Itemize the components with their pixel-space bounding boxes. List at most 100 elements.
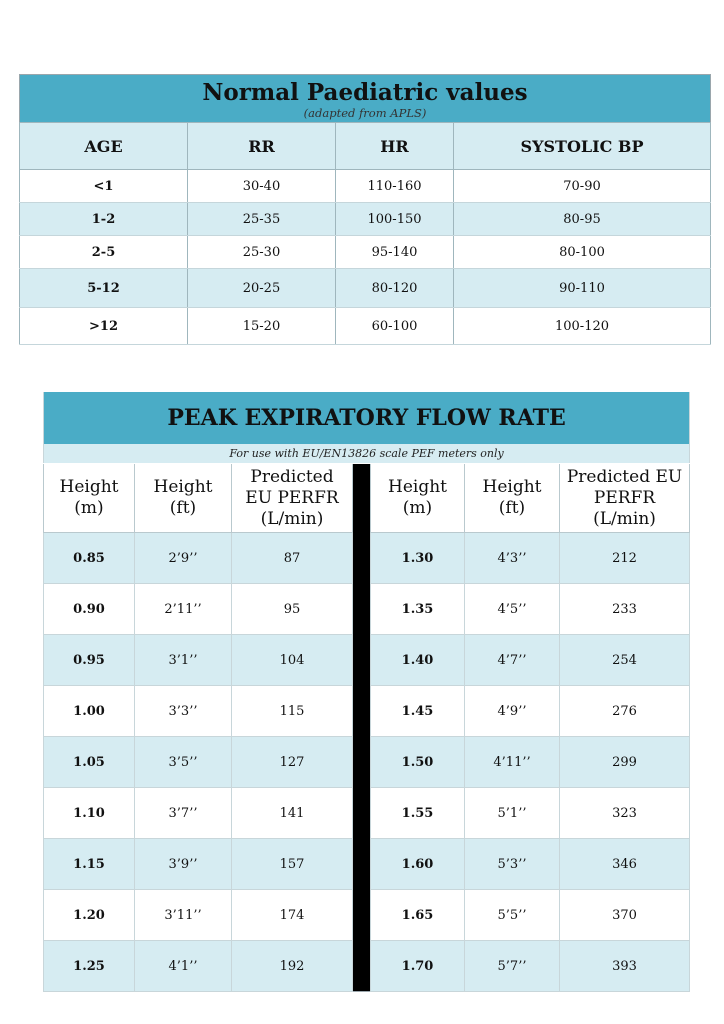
bp-cell: 100-120 — [452, 307, 712, 345]
table-row: 1.25 4’1’’ 192 1.70 5’7’’ 393 — [43, 940, 691, 992]
header-height-ft: Height (ft) — [464, 463, 560, 533]
height-m-cell: 1.20 — [43, 889, 135, 941]
bp-cell: 70-90 — [452, 169, 712, 203]
table-row: 1.15 3’9’’ 157 1.60 5’3’’ 346 — [43, 838, 691, 890]
height-ft-cell: 3’7’’ — [134, 787, 232, 839]
height-m-cell: 1.25 — [43, 940, 135, 992]
table-row: 5-12 20-25 80-120 90-110 — [19, 268, 712, 308]
rr-cell: 25-30 — [187, 235, 336, 269]
height-m-cell: 1.55 — [370, 787, 465, 839]
height-ft-cell: 5’3’’ — [464, 838, 560, 890]
height-m-cell: 1.10 — [43, 787, 135, 839]
height-m-cell: 1.70 — [370, 940, 465, 992]
age-cell: >12 — [19, 307, 188, 345]
pefr-cell: 174 — [231, 889, 353, 941]
table-row: 1.20 3’11’’ 174 1.65 5’5’’ 370 — [43, 889, 691, 941]
age-cell: <1 — [19, 169, 188, 203]
height-m-cell: 0.85 — [43, 532, 135, 584]
pefr-cell: 104 — [231, 634, 353, 686]
height-m-cell: 0.90 — [43, 583, 135, 635]
pefr-cell: 254 — [558, 634, 691, 686]
column-divider — [352, 889, 371, 941]
height-ft-cell: 3’1’’ — [134, 634, 232, 686]
height-m-cell: 1.05 — [43, 736, 135, 788]
column-divider — [352, 787, 371, 839]
height-m-cell: 1.35 — [370, 583, 465, 635]
pefr-title: PEAK EXPIRATORY FLOW RATE — [43, 392, 690, 444]
bp-cell: 80-95 — [452, 202, 712, 236]
pefr-cell: 115 — [231, 685, 353, 737]
paediatric-title-cell: Normal Paediatric values (adapted from A… — [20, 75, 711, 123]
height-m-cell: 1.60 — [370, 838, 465, 890]
height-ft-cell: 3’3’’ — [134, 685, 232, 737]
age-cell: 1-2 — [19, 202, 188, 236]
table-row: 0.95 3’1’’ 104 1.40 4’7’’ 254 — [43, 634, 691, 686]
bp-cell: 80-100 — [452, 235, 712, 269]
height-ft-cell: 3’11’’ — [134, 889, 232, 941]
pefr-cell: 87 — [231, 532, 353, 584]
table-row: 2-5 25-30 95-140 80-100 — [19, 235, 712, 269]
column-divider — [352, 940, 371, 992]
header-hr: HR — [335, 122, 454, 170]
height-ft-cell: 4’5’’ — [464, 583, 560, 635]
header-systolic-bp: SYSTOLIC BP — [452, 122, 712, 170]
table-row: 1-2 25-35 100-150 80-95 — [19, 202, 712, 236]
height-ft-cell: 4’9’’ — [464, 685, 560, 737]
height-ft-cell: 4’11’’ — [464, 736, 560, 788]
table-row: 1.10 3’7’’ 141 1.55 5’1’’ 323 — [43, 787, 691, 839]
pefr-cell: 192 — [231, 940, 353, 992]
height-ft-cell: 3’5’’ — [134, 736, 232, 788]
height-m-cell: 1.00 — [43, 685, 135, 737]
height-m-cell: 1.45 — [370, 685, 465, 737]
pefr-cell: 212 — [558, 532, 691, 584]
pefr-cell: 233 — [558, 583, 691, 635]
pefr-header-row: Height (m) Height (ft) Predicted EU PERF… — [43, 463, 691, 533]
hr-cell: 100-150 — [335, 202, 454, 236]
paediatric-values-table: Normal Paediatric values (adapted from A… — [19, 74, 712, 345]
height-ft-cell: 4’7’’ — [464, 634, 560, 686]
column-divider — [352, 634, 371, 686]
header-height-m: Height (m) — [43, 463, 135, 533]
header-age: AGE — [19, 122, 188, 170]
height-ft-cell: 5’7’’ — [464, 940, 560, 992]
rr-cell: 15-20 — [187, 307, 336, 345]
pefr-title-row: PEAK EXPIRATORY FLOW RATE — [43, 392, 690, 444]
column-divider — [352, 532, 371, 584]
paediatric-subtitle: (adapted from APLS) — [303, 105, 427, 120]
height-ft-cell: 4’3’’ — [464, 532, 560, 584]
age-cell: 2-5 — [19, 235, 188, 269]
height-ft-cell: 3’9’’ — [134, 838, 232, 890]
height-m-cell: 0.95 — [43, 634, 135, 686]
column-divider — [352, 736, 371, 788]
pefr-note: For use with EU/EN13826 scale PEF meters… — [43, 444, 690, 464]
table-row: 1.00 3’3’’ 115 1.45 4’9’’ 276 — [43, 685, 691, 737]
pefr-body: 0.85 2’9’’ 87 1.30 4’3’’ 212 0.90 2’11’’ 95 1.35 4… — [43, 532, 691, 992]
peak-flow-table: PEAK EXPIRATORY FLOW RATE For use with E… — [43, 392, 691, 992]
header-height-m: Height (m) — [370, 463, 465, 533]
header-predicted-perfr: Predicted EU PERFR (L/min) — [231, 463, 353, 533]
height-m-cell: 1.15 — [43, 838, 135, 890]
rr-cell: 25-35 — [187, 202, 336, 236]
height-ft-cell: 4’1’’ — [134, 940, 232, 992]
height-ft-cell: 2’9’’ — [134, 532, 232, 584]
age-cell: 5-12 — [19, 268, 188, 308]
pefr-cell: 127 — [231, 736, 353, 788]
column-divider — [352, 583, 371, 635]
pefr-cell: 370 — [558, 889, 691, 941]
height-m-cell: 1.65 — [370, 889, 465, 941]
rr-cell: 20-25 — [187, 268, 336, 308]
hr-cell: 110-160 — [335, 169, 454, 203]
hr-cell: 80-120 — [335, 268, 454, 308]
column-divider — [352, 685, 371, 737]
table-row: 0.85 2’9’’ 87 1.30 4’3’’ 212 — [43, 532, 691, 584]
height-ft-cell: 5’1’’ — [464, 787, 560, 839]
pefr-note-row: For use with EU/EN13826 scale PEF meters… — [43, 444, 690, 464]
hr-cell: 95-140 — [335, 235, 454, 269]
bp-cell: 90-110 — [452, 268, 712, 308]
table-row: <1 30-40 110-160 70-90 — [19, 169, 712, 203]
height-m-cell: 1.40 — [370, 634, 465, 686]
rr-cell: 30-40 — [187, 169, 336, 203]
header-rr: RR — [187, 122, 336, 170]
height-ft-cell: 5’5’’ — [464, 889, 560, 941]
pefr-cell: 299 — [558, 736, 691, 788]
